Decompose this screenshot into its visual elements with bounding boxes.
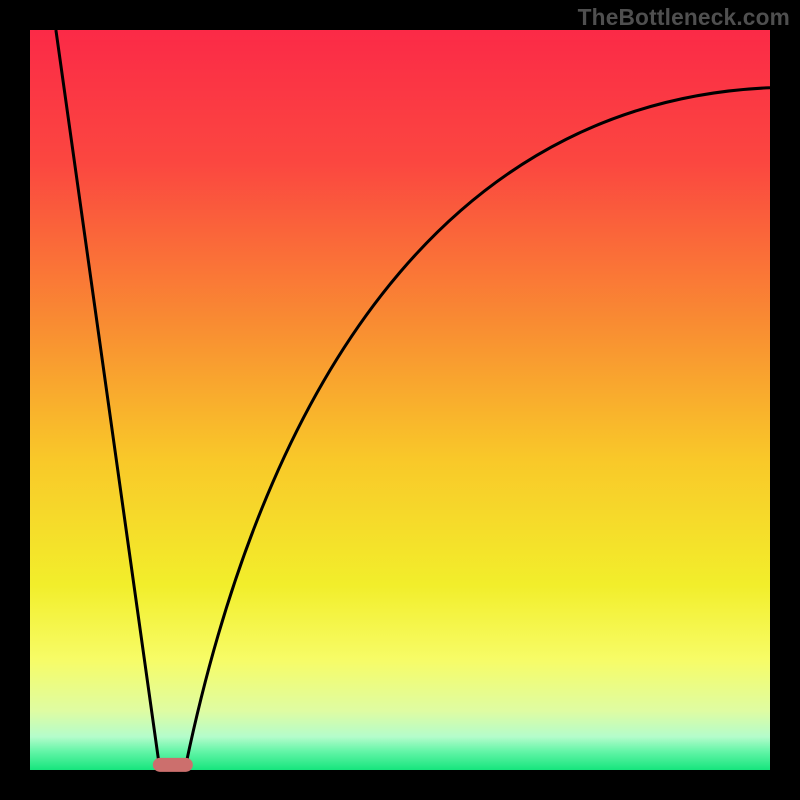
watermark-text: TheBottleneck.com xyxy=(578,4,790,31)
plot-background xyxy=(30,30,770,770)
optimum-marker xyxy=(153,758,193,772)
bottleneck-chart xyxy=(0,0,800,800)
